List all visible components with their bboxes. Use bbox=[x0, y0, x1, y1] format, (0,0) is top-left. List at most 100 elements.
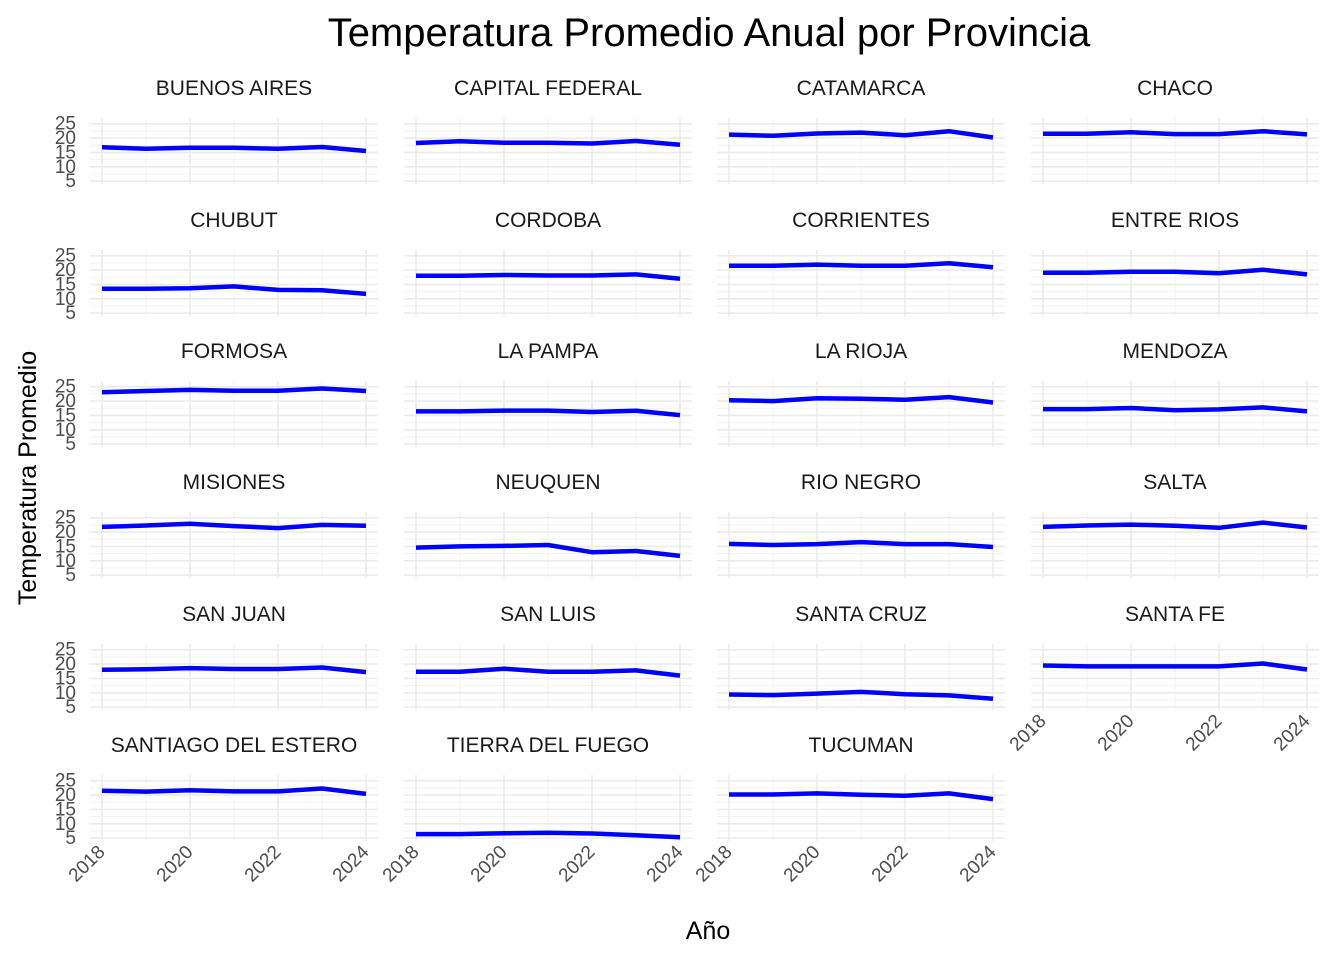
series-line-chaco bbox=[1043, 128, 1308, 137]
x-tick-label: 2022 bbox=[555, 842, 600, 887]
facet-strip-label: SAN JUAN bbox=[182, 603, 286, 626]
facet-strip-label: MISIONES bbox=[183, 471, 286, 494]
facet-strip-label: SANTA CRUZ bbox=[795, 603, 927, 626]
facet-strip-label: MENDOZA bbox=[1123, 340, 1228, 363]
facet-salta: SALTA bbox=[1031, 471, 1319, 578]
facet-la-pampa: LA PAMPA bbox=[404, 340, 692, 447]
facet-strip-label: ENTRE RIOS bbox=[1111, 209, 1239, 232]
x-tick-label: 2024 bbox=[1270, 710, 1315, 755]
facet-strip-label: SALTA bbox=[1143, 471, 1206, 494]
x-tick-label: 2018 bbox=[379, 842, 424, 887]
facet-strip-label: LA RIOJA bbox=[815, 340, 907, 363]
facet-strip-label: CHACO bbox=[1137, 77, 1213, 100]
facet-strip-label: CORRIENTES bbox=[792, 209, 930, 232]
series-line-rio-negro bbox=[728, 539, 994, 550]
series-line-santiago-del-estero bbox=[101, 786, 367, 797]
series-line-santa-fe bbox=[1042, 661, 1308, 672]
y-tick-label: 25 bbox=[55, 771, 76, 792]
facet-strip-label: SAN LUIS bbox=[500, 603, 596, 626]
facet-mendoza: MENDOZA bbox=[1031, 340, 1319, 447]
facet-strip-label: FORMOSA bbox=[181, 340, 287, 363]
y-tick-label: 20 bbox=[55, 391, 76, 412]
x-axis-label: Año bbox=[686, 917, 730, 945]
y-axis-label: Temperatura Promedio bbox=[14, 351, 42, 605]
y-tick-label: 25 bbox=[55, 640, 76, 661]
y-tick-label: 20 bbox=[55, 128, 76, 149]
x-tick-label: 2022 bbox=[241, 842, 286, 887]
series-line-corrientes bbox=[729, 260, 994, 270]
y-tick-label: 20 bbox=[55, 522, 76, 543]
series-line-chubut bbox=[102, 284, 367, 297]
series-line-cordoba bbox=[416, 272, 681, 281]
y-tick-label: 10 bbox=[55, 289, 76, 310]
y-tick-label: 10 bbox=[55, 420, 76, 441]
x-tick-label: 2018 bbox=[692, 842, 737, 887]
series-line-catamarca bbox=[728, 128, 994, 140]
x-tick-label: 2020 bbox=[1094, 711, 1139, 756]
y-tick-label: 15 bbox=[55, 142, 76, 163]
y-tick-label: 5 bbox=[65, 697, 76, 718]
series-line-tucuman bbox=[729, 791, 994, 802]
x-tick-label: 2024 bbox=[329, 841, 374, 886]
chart-title: Temperatura Promedio Anual por Provincia bbox=[328, 11, 1091, 55]
x-tick-label: 2020 bbox=[467, 842, 512, 887]
facet-neuquen: NEUQUEN bbox=[404, 471, 692, 578]
series-line-la-rioja bbox=[728, 394, 994, 405]
x-tick-label: 2024 bbox=[956, 841, 1001, 886]
y-tick-label: 15 bbox=[55, 668, 76, 689]
y-tick-label: 10 bbox=[55, 157, 76, 178]
facet-strip-label: BUENOS AIRES bbox=[156, 77, 312, 100]
x-tick-label: 2020 bbox=[153, 842, 198, 887]
y-tick-label: 15 bbox=[55, 274, 76, 295]
series-line-san-luis bbox=[416, 666, 681, 678]
series-line-buenos-aires bbox=[101, 144, 367, 154]
facet-strip-label: CHUBUT bbox=[190, 209, 278, 232]
y-tick-label: 5 bbox=[65, 303, 76, 324]
x-tick-label: 2022 bbox=[1182, 711, 1227, 756]
facet-tucuman: TUCUMAN 2018 2020 2022 2024 bbox=[692, 734, 1005, 886]
facet-cordoba: CORDOBA bbox=[404, 209, 692, 316]
facet-santa-cruz: SANTA CRUZ bbox=[717, 603, 1005, 710]
facet-san-luis: SAN LUIS bbox=[404, 603, 692, 710]
x-tick-label: 2024 bbox=[643, 841, 688, 886]
x-tick-label: 2022 bbox=[868, 842, 913, 887]
y-tick-label: 15 bbox=[55, 536, 76, 557]
y-tick-label: 5 bbox=[65, 434, 76, 455]
facet-strip-label: TUCUMAN bbox=[809, 734, 914, 757]
facet-strip-label: SANTA FE bbox=[1125, 603, 1225, 626]
facet-la-rioja: LA RIOJA bbox=[717, 340, 1005, 447]
series-line-mendoza bbox=[1043, 405, 1308, 414]
y-tick-label: 25 bbox=[55, 246, 76, 267]
facet-strip-label: NEUQUEN bbox=[495, 471, 600, 494]
y-tick-label: 20 bbox=[55, 260, 76, 281]
facet-catamarca: CATAMARCA bbox=[717, 77, 1005, 184]
facet-santa-fe: SANTA FE 2018 2020 2022 2024 bbox=[1006, 603, 1319, 755]
series-line-formosa bbox=[101, 386, 367, 395]
y-tick-label: 5 bbox=[65, 828, 76, 849]
y-tick-label: 10 bbox=[55, 551, 76, 572]
series-line-salta bbox=[1042, 520, 1308, 531]
series-line-capital-federal bbox=[415, 138, 681, 147]
y-tick-label: 15 bbox=[55, 405, 76, 426]
y-tick-label: 10 bbox=[55, 814, 76, 835]
y-tick-label: 20 bbox=[55, 654, 76, 675]
x-tick-label: 2018 bbox=[1006, 711, 1051, 756]
facet-strip-label: CORDOBA bbox=[495, 209, 601, 232]
y-tick-label: 25 bbox=[55, 508, 76, 529]
facet-strip-label: TIERRA DEL FUEGO bbox=[447, 734, 649, 757]
y-tick-label: 25 bbox=[55, 377, 76, 398]
series-line-tierra-del-fuego bbox=[416, 830, 681, 840]
facet-entre-rios: ENTRE RIOS bbox=[1031, 209, 1319, 316]
series-line-santa-cruz bbox=[728, 689, 994, 702]
y-tick-label: 20 bbox=[55, 785, 76, 806]
facet-strip-label: CATAMARCA bbox=[797, 77, 926, 100]
facet-strip-label: CAPITAL FEDERAL bbox=[454, 77, 642, 100]
series-line-entre-rios bbox=[1043, 267, 1308, 277]
facet-strip-label: RIO NEGRO bbox=[801, 471, 921, 494]
